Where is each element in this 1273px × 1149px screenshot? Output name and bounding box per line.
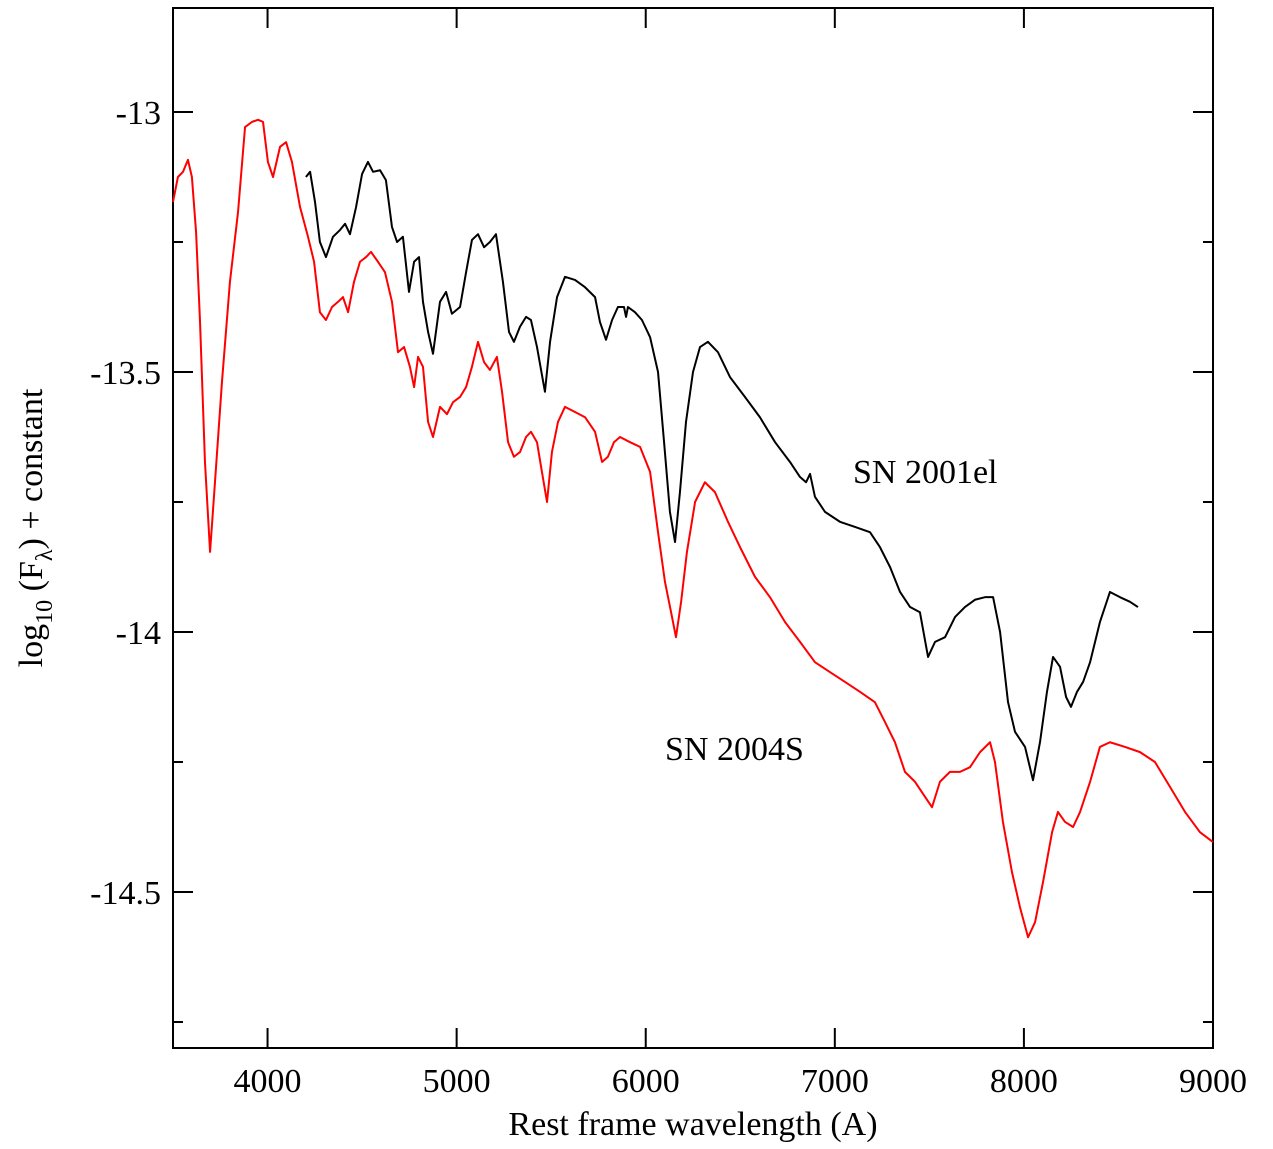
plot-frame [172, 7, 1214, 1049]
x-tick-label: 5000 [423, 1063, 491, 1100]
x-tick-label: 8000 [990, 1063, 1058, 1100]
series-label: SN 2004S [665, 731, 804, 768]
series-label: SN 2001el [853, 454, 998, 491]
y-title-part: ) + constant [13, 388, 50, 549]
x-tick-label: 6000 [612, 1063, 680, 1100]
y-tick-label: -14 [116, 615, 161, 652]
y-title-part: log [13, 624, 50, 667]
y-axis-title: log10 (Fλ) + constant [13, 388, 58, 667]
x-tick-label: 4000 [234, 1063, 302, 1100]
y-tick-label: -13 [116, 95, 161, 132]
x-tick-label: 9000 [1179, 1063, 1247, 1100]
y-tick-label: -14.5 [90, 875, 161, 912]
y-title-sub: λ [32, 549, 58, 561]
y-title-sub: 10 [32, 600, 58, 624]
x-tick-label: 7000 [801, 1063, 869, 1100]
x-axis-title: Rest frame wavelength (A) [508, 1106, 877, 1143]
y-tick-label: -13.5 [90, 355, 161, 392]
spectrum-line [172, 118, 1214, 939]
spectrum-line [305, 160, 1139, 782]
y-title-part: (F [13, 561, 50, 600]
